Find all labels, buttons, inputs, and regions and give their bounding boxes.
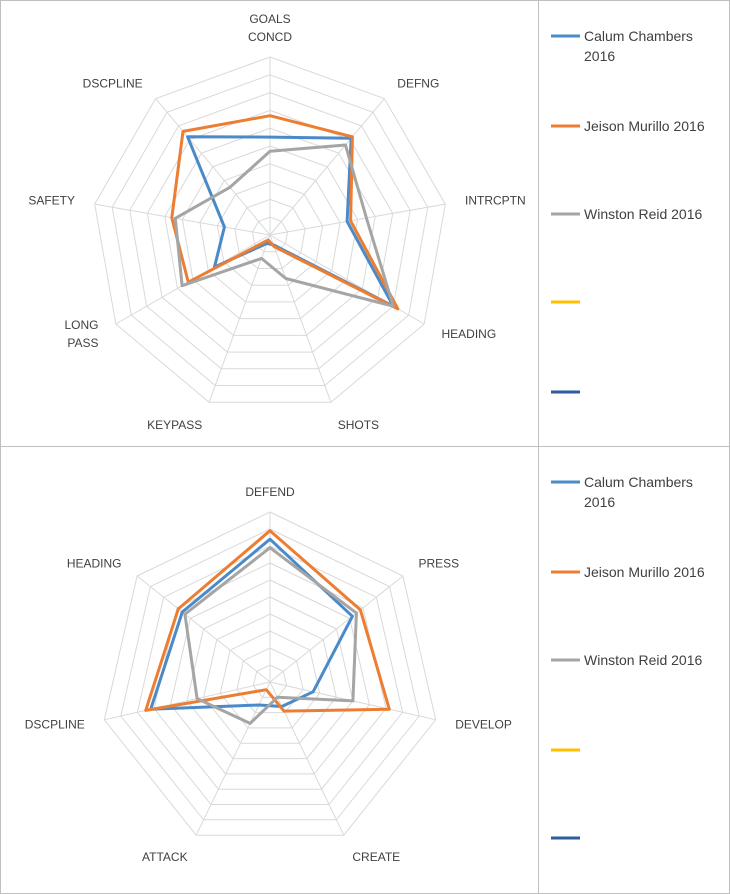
legend-item: Calum Chambers 2016 bbox=[551, 28, 693, 64]
legend-item: Jeison Murillo 2016 bbox=[551, 564, 705, 580]
axis-label-line: PRESS bbox=[419, 557, 460, 571]
radar-chart-1: GOALS CONCD DEFNG INTRCPTN HEADING SHOTS KEYPA… bbox=[28, 12, 705, 432]
legend-label-line: Winston Reid 2016 bbox=[584, 206, 703, 222]
axis-label: DEFNG bbox=[397, 76, 439, 90]
legend-item: Calum Chambers 2016 bbox=[551, 474, 693, 510]
axis-label-line: ATTACK bbox=[142, 850, 188, 864]
grid-ring bbox=[111, 74, 429, 386]
axis-label-line: SHOTS bbox=[338, 418, 379, 432]
axis-label: LONG PASS bbox=[64, 318, 98, 350]
axis-label-line: INTRCPTN bbox=[465, 194, 526, 208]
legend-item: Jeison Murillo 2016 bbox=[551, 118, 705, 134]
axis-label: DSCPLINE bbox=[83, 76, 143, 90]
axis-label-line: KEYPASS bbox=[147, 418, 202, 432]
grid-ring bbox=[203, 613, 337, 744]
legend-label-line: Calum Chambers bbox=[584, 474, 693, 490]
legend-label-line: Jeison Murillo 2016 bbox=[584, 564, 705, 580]
grid-ring bbox=[219, 630, 321, 729]
grid-ring bbox=[120, 528, 420, 821]
axis-spoke bbox=[195, 681, 271, 836]
grid-ring bbox=[181, 145, 359, 320]
legend-label: Jeison Murillo 2016 bbox=[584, 118, 705, 134]
grid-ring bbox=[251, 216, 289, 253]
axis-label: HEADING bbox=[442, 327, 497, 341]
axis-label-line: GOALS bbox=[249, 12, 290, 26]
legend-label-line: Winston Reid 2016 bbox=[584, 652, 703, 668]
axis-spoke bbox=[269, 203, 446, 236]
axis-label: SAFETY bbox=[28, 194, 75, 208]
legend-label-line: 2016 bbox=[584, 494, 615, 510]
grid-ring bbox=[234, 198, 306, 269]
axis-label-line: HEADING bbox=[67, 557, 122, 571]
radar-chart-2: DEFEND PRESS DEVELOP CREATE ATTACK DSCPLINE HE… bbox=[25, 474, 705, 864]
legend-label: Calum Chambers 2016 bbox=[584, 28, 693, 64]
legend-label-line: Calum Chambers bbox=[584, 28, 693, 44]
grid-ring bbox=[252, 664, 288, 698]
grid-ring bbox=[216, 181, 324, 286]
grid-ring bbox=[136, 545, 404, 805]
axis-label-line: DSCPLINE bbox=[25, 717, 85, 731]
legend-label: Calum Chambers 2016 bbox=[584, 474, 693, 510]
axis-label: CREATE bbox=[352, 850, 400, 864]
axis-label: GOALS CONCD bbox=[248, 12, 292, 44]
axis-label: HEADING bbox=[67, 557, 122, 571]
grid-ring bbox=[94, 56, 446, 403]
legend-label: Jeison Murillo 2016 bbox=[584, 564, 705, 580]
grid-ring bbox=[236, 647, 304, 714]
legend-label-line: Jeison Murillo 2016 bbox=[584, 118, 705, 134]
axis-label-line: DEFNG bbox=[397, 76, 439, 90]
grid-ring bbox=[199, 163, 341, 303]
axis-spoke bbox=[269, 98, 385, 236]
axis-label: INTRCPTN bbox=[465, 194, 526, 208]
axis-label: DSCPLINE bbox=[25, 717, 85, 731]
axis-label: DEVELOP bbox=[455, 717, 512, 731]
legend-item: Winston Reid 2016 bbox=[551, 206, 703, 222]
axis-label: DEFEND bbox=[245, 485, 295, 499]
axis-label-line: CREATE bbox=[352, 850, 400, 864]
grid-ring bbox=[129, 92, 411, 370]
axis-label-line: DEFEND bbox=[245, 485, 295, 499]
axis-spoke bbox=[136, 575, 271, 683]
legend-item: Winston Reid 2016 bbox=[551, 652, 703, 668]
axis-label: SHOTS bbox=[338, 418, 379, 432]
axis-label: ATTACK bbox=[142, 850, 188, 864]
axis-label-line: LONG bbox=[64, 318, 98, 332]
grid-ring bbox=[103, 511, 437, 836]
series-line-3 bbox=[183, 546, 358, 725]
axis-label-line: DSCPLINE bbox=[83, 76, 143, 90]
series-line-1 bbox=[149, 537, 354, 711]
grid-ring bbox=[146, 109, 394, 353]
axis-label-line: CONCD bbox=[248, 30, 292, 44]
axis-label: PRESS bbox=[419, 557, 460, 571]
legend-label: Winston Reid 2016 bbox=[584, 652, 703, 668]
axis-label-line: SAFETY bbox=[28, 194, 75, 208]
series-line-3 bbox=[173, 143, 395, 308]
axis-label: KEYPASS bbox=[147, 418, 202, 432]
axis-label-line: HEADING bbox=[442, 327, 497, 341]
axis-label-line: DEVELOP bbox=[455, 717, 512, 731]
axis-spoke bbox=[104, 681, 271, 721]
charts-layer: GOALS CONCD DEFNG INTRCPTN HEADING SHOTS KEYPA… bbox=[25, 12, 705, 864]
axis-spoke bbox=[155, 98, 271, 236]
axis-label-line: PASS bbox=[67, 336, 98, 350]
series-line-2 bbox=[170, 114, 400, 311]
axis-spoke bbox=[269, 234, 332, 403]
axis-spoke bbox=[269, 575, 404, 683]
legend-label-line: 2016 bbox=[584, 48, 615, 64]
legend-label: Winston Reid 2016 bbox=[584, 206, 703, 222]
axis-spoke bbox=[208, 234, 271, 403]
axis-spoke bbox=[94, 203, 271, 236]
